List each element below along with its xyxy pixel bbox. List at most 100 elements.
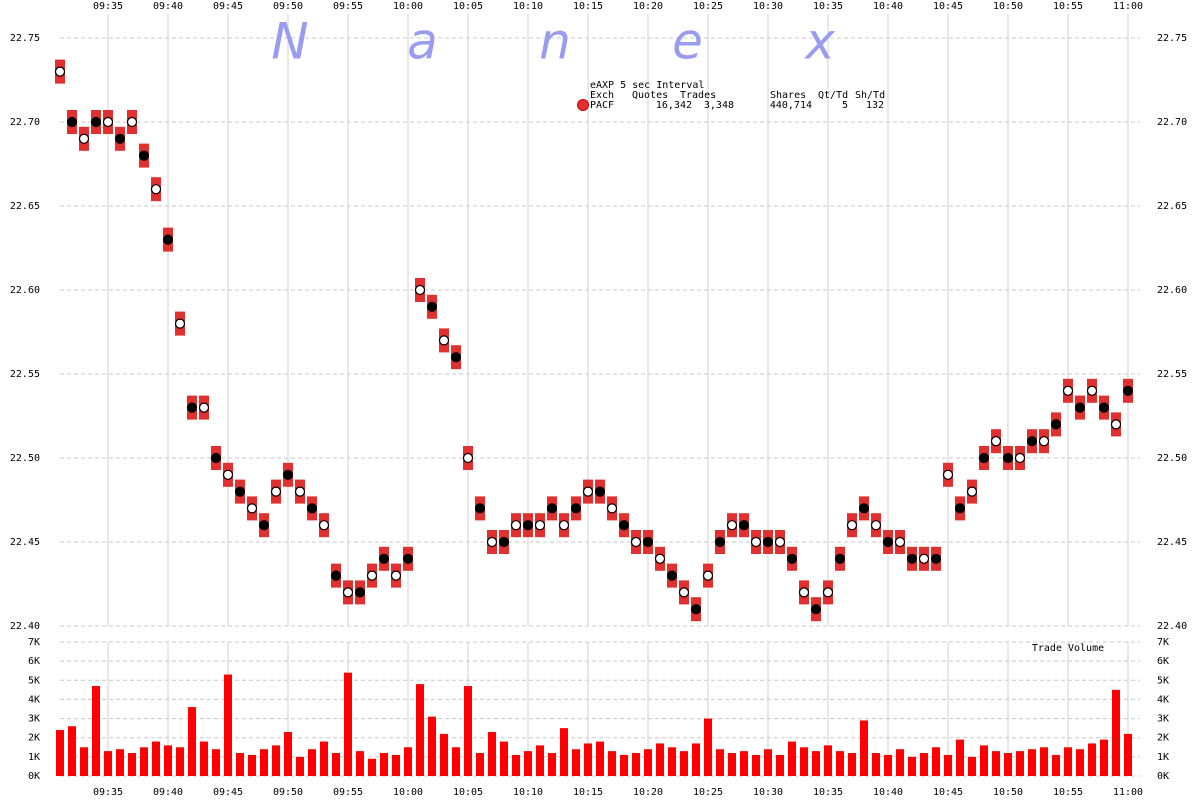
legend-header: Exch [590, 90, 614, 101]
legend-marker [577, 99, 589, 111]
trade-marker [882, 536, 894, 548]
trade-marker [930, 553, 942, 564]
trade-marker [666, 570, 678, 581]
trade-marker [1002, 452, 1014, 464]
volume-bar [188, 707, 196, 776]
y-tick-label-right: 22.75 [1157, 33, 1187, 44]
trade-marker [366, 570, 378, 581]
trade-marker [570, 503, 582, 514]
legend-cell: PACF [590, 100, 614, 111]
x-tick-label: 11:00 [1113, 1, 1143, 12]
volume-bar [212, 749, 220, 776]
volume-bar [284, 731, 292, 776]
trade-marker [894, 536, 906, 548]
y-tick-label: 22.75 [10, 33, 40, 44]
trade-marker [762, 536, 774, 548]
volume-bar [236, 753, 244, 776]
trade-marker [462, 452, 474, 464]
trade-marker [258, 520, 270, 531]
legend-cell: 3,348 [704, 100, 734, 111]
trade-marker [978, 452, 990, 464]
volume-bar [1052, 754, 1060, 776]
y-tick-label: 22.40 [10, 621, 40, 632]
volume-bar [956, 739, 964, 776]
volume-bar [440, 733, 448, 776]
volume-bar [896, 749, 904, 776]
y-tick-label-right: 22.55 [1157, 369, 1187, 380]
legend-cell: 5 [842, 100, 848, 111]
x-tick-label: 09:40 [153, 787, 183, 798]
x-tick-label: 09:45 [213, 787, 243, 798]
volume-bar [320, 741, 328, 776]
trade-marker [510, 520, 522, 531]
trade-marker [642, 536, 654, 548]
volume-bar [344, 672, 352, 776]
y-tick-label: 22.60 [10, 285, 40, 296]
trade-marker [246, 503, 258, 514]
volume-bar [368, 758, 376, 776]
volume-bar [596, 741, 604, 776]
watermark: n [539, 13, 571, 71]
volume-bar [836, 751, 844, 776]
volume-bar [620, 754, 628, 776]
volume-bar [488, 731, 496, 776]
trade-marker [726, 520, 738, 531]
volume-bar [428, 716, 436, 776]
volume-bar [272, 745, 280, 776]
y-tick-label-right: 6K [1157, 656, 1169, 667]
volume-bar [992, 751, 1000, 776]
volume-bar [164, 745, 172, 776]
volume-bar [608, 751, 616, 776]
volume-bar [80, 747, 88, 776]
volume-bar [824, 745, 832, 776]
volume-bar [392, 754, 400, 776]
trade-marker [654, 553, 666, 564]
volume-bar [1016, 751, 1024, 776]
volume-bar [500, 741, 508, 776]
x-tick-label: 09:35 [93, 1, 123, 12]
trade-marker [1062, 385, 1074, 396]
x-tick-label: 10:40 [873, 787, 903, 798]
trade-marker [210, 452, 222, 464]
volume-bar [536, 745, 544, 776]
trade-marker [702, 570, 714, 581]
trade-marker [618, 520, 630, 531]
trade-marker [306, 503, 318, 514]
volume-bar [380, 753, 388, 776]
volume-bar [260, 749, 268, 776]
volume-bar [200, 741, 208, 776]
trade-marker [162, 234, 174, 245]
y-tick-label: 2K [28, 733, 40, 744]
y-tick-label: 6K [28, 656, 40, 667]
volume-bar [56, 730, 64, 776]
trade-marker [66, 116, 78, 128]
trade-marker [798, 587, 810, 598]
volume-bar [668, 747, 676, 776]
trade-marker [870, 520, 882, 531]
volume-bar [932, 747, 940, 776]
x-tick-label: 10:35 [813, 1, 843, 12]
trade-marker [174, 318, 186, 329]
trade-marker [558, 520, 570, 531]
volume-bar [848, 753, 856, 776]
volume-bar [68, 726, 76, 776]
volume-bar [728, 753, 736, 776]
x-tick-label: 10:45 [933, 1, 963, 12]
trade-marker [426, 301, 438, 312]
watermark: x [803, 13, 835, 71]
y-tick-label: 0K [28, 771, 40, 782]
trade-marker [966, 486, 978, 497]
y-tick-label: 22.65 [10, 201, 40, 212]
y-tick-label: 7K [28, 637, 40, 648]
volume-bar [776, 754, 784, 776]
trade-marker [774, 536, 786, 548]
volume-bar [296, 756, 304, 776]
volume-bar [1076, 749, 1084, 776]
y-tick-label: 4K [28, 694, 40, 705]
y-tick-label-right: 7K [1157, 637, 1169, 648]
x-tick-label: 10:50 [993, 1, 1023, 12]
trade-marker [1014, 452, 1026, 464]
volume-bar [800, 747, 808, 776]
legend-header: Shares [770, 90, 806, 101]
y-tick-label-right: 22.70 [1157, 117, 1187, 128]
